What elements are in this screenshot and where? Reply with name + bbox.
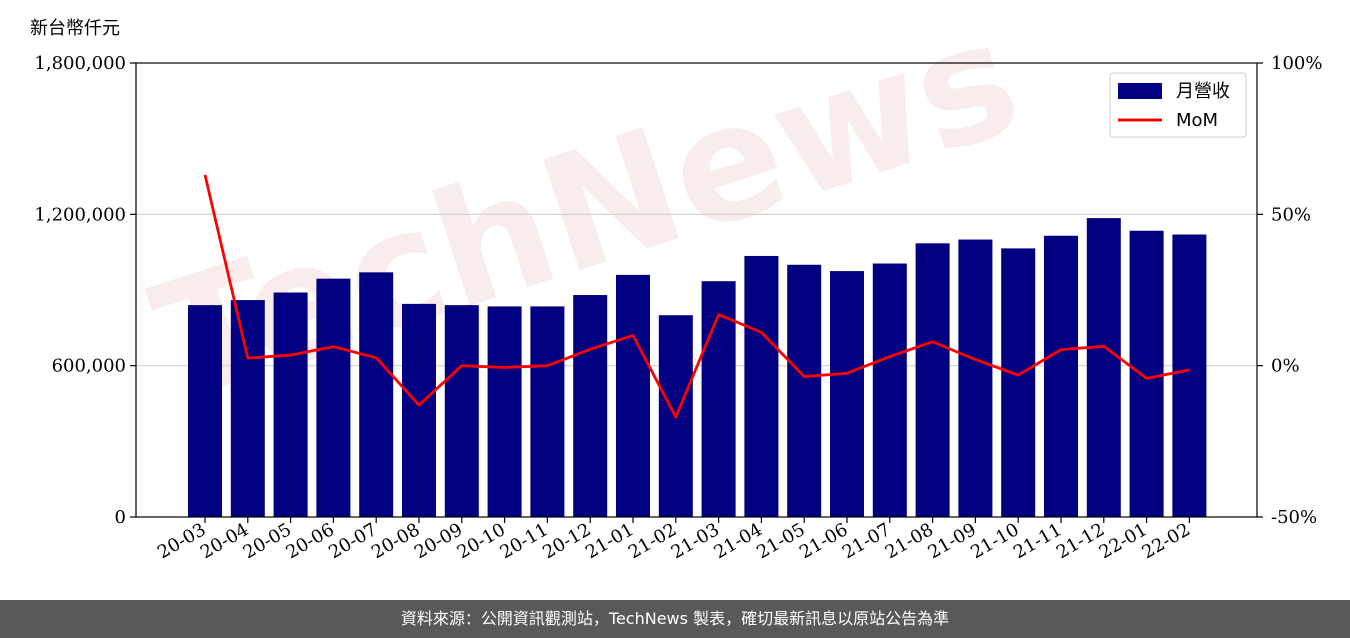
x-tick-label: 22-01 [1096, 519, 1151, 563]
right-tick-label: 0% [1271, 356, 1300, 377]
left-tick-label: 1,200,000 [34, 204, 126, 225]
x-tick-label: 20-07 [325, 519, 380, 563]
x-tick-label: 20-08 [368, 519, 423, 563]
legend-bar-label: 月營收 [1176, 81, 1230, 102]
mom-line [203, 174, 1190, 419]
x-tick-label: 21-07 [839, 519, 894, 563]
x-tick-label: 21-09 [924, 519, 979, 563]
bar-22-01 [1129, 230, 1164, 517]
footer-source-note: 資料來源：公開資訊觀測站，TechNews 製表，確切最新訊息以原站公告為準 [0, 600, 1350, 638]
x-tick-label: 21-10 [967, 519, 1022, 563]
bar-20-09 [444, 305, 479, 517]
x-tick-label: 21-02 [625, 519, 680, 563]
bar-22-02 [1172, 234, 1207, 517]
bar-21-06 [830, 271, 864, 517]
bar-21-07 [872, 263, 907, 517]
bar-21-01 [616, 274, 650, 517]
x-tick-label: 20-03 [154, 519, 209, 563]
right-tick-label: 100% [1271, 53, 1322, 74]
x-tick-label: 21-01 [582, 519, 637, 563]
bar-20-11 [530, 306, 565, 517]
legend: 月營收 MoM [1109, 72, 1247, 138]
x-tick-label: 20-10 [454, 519, 509, 563]
bar-20-12 [573, 295, 608, 517]
x-tick-label: 20-04 [197, 519, 252, 563]
x-tick-label: 21-04 [710, 519, 765, 563]
x-tick-label: 20-05 [240, 519, 295, 563]
bar-20-10 [487, 306, 522, 517]
x-tick-label: 21-05 [753, 519, 808, 563]
line-series [203, 174, 1190, 419]
bar-series [188, 218, 1207, 518]
legend-bar-swatch [1118, 83, 1162, 99]
left-tick-label: 1,800,000 [34, 53, 126, 74]
bar-20-03 [188, 305, 222, 517]
x-tick-label: 21-08 [882, 519, 937, 563]
right-axis: -50% 0% 50% 100% [1257, 53, 1322, 528]
legend-line-label: MoM [1176, 110, 1218, 131]
x-tick-label: 21-03 [668, 519, 723, 563]
bar-21-10 [1001, 248, 1036, 517]
x-tick-label: 20-11 [496, 519, 551, 563]
left-axis: 0 600,000 1,200,000 1,800,000 [34, 53, 136, 528]
x-tick-label: 21-06 [796, 519, 851, 563]
x-tick-label: 20-12 [539, 519, 594, 563]
bar-20-04 [230, 300, 265, 517]
x-tick-label: 20-06 [282, 519, 337, 563]
left-tick-label: 0 [115, 507, 126, 528]
x-axis: 20-0320-0420-0520-0620-0720-0820-0920-10… [154, 517, 1194, 563]
plot-frame [135, 62, 1258, 518]
y-axis-unit-label: 新台幣仟元 [30, 18, 120, 39]
bar-20-08 [402, 303, 436, 517]
bar-21-05 [787, 264, 822, 517]
x-tick-label: 21-12 [1053, 519, 1108, 563]
x-tick-label: 22-02 [1138, 519, 1193, 563]
bar-21-11 [1044, 235, 1078, 517]
x-tick-label: 20-09 [411, 519, 466, 563]
bar-21-04 [744, 255, 779, 517]
bar-21-08 [915, 243, 950, 518]
bar-20-06 [316, 278, 351, 517]
left-tick-label: 600,000 [52, 356, 126, 377]
bar-21-09 [958, 239, 993, 518]
right-tick-label: -50% [1271, 507, 1317, 528]
right-tick-label: 50% [1271, 204, 1311, 225]
x-tick-label: 21-11 [1010, 519, 1065, 563]
bar-21-12 [1086, 218, 1121, 517]
bar-20-05 [273, 292, 308, 517]
bar-20-07 [359, 272, 394, 517]
